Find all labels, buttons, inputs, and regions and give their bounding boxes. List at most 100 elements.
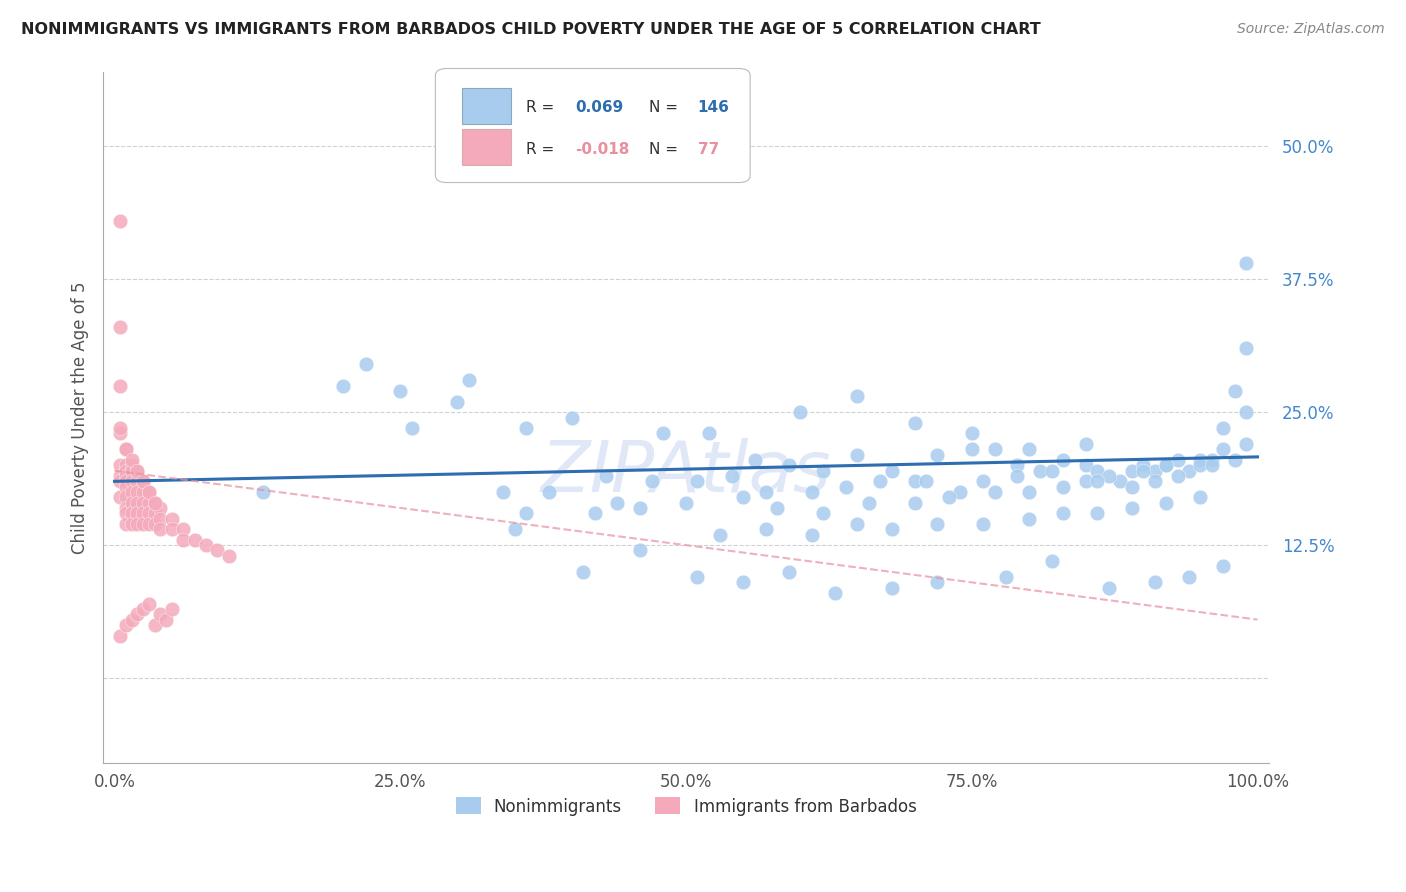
Point: [172, 522, 194, 536]
Point: [127, 464, 149, 478]
Point: [149, 500, 172, 515]
Point: [720, 469, 742, 483]
Point: [115, 442, 138, 457]
Point: [1132, 458, 1154, 473]
Legend: Nonimmigrants, Immigrants from Barbados: Nonimmigrants, Immigrants from Barbados: [447, 789, 925, 824]
Text: 146: 146: [697, 101, 730, 115]
Point: [880, 581, 903, 595]
Point: [160, 522, 183, 536]
Point: [121, 453, 143, 467]
Point: [904, 416, 927, 430]
Point: [1166, 453, 1188, 467]
Point: [927, 516, 949, 531]
Point: [515, 421, 537, 435]
Point: [143, 495, 166, 509]
Point: [207, 543, 229, 558]
Point: [138, 597, 160, 611]
Point: [115, 618, 138, 632]
Point: [858, 495, 880, 509]
Point: [972, 475, 994, 489]
Point: [115, 458, 138, 473]
Point: [132, 475, 155, 489]
Point: [132, 506, 155, 520]
FancyBboxPatch shape: [463, 129, 512, 165]
Text: 77: 77: [697, 142, 718, 157]
Point: [354, 357, 377, 371]
FancyBboxPatch shape: [463, 87, 512, 124]
Point: [755, 485, 778, 500]
Point: [1212, 559, 1234, 574]
Point: [332, 378, 354, 392]
Point: [1087, 464, 1109, 478]
Point: [733, 491, 755, 505]
Point: [1234, 256, 1257, 270]
Point: [1154, 458, 1177, 473]
Point: [121, 464, 143, 478]
Point: [1052, 453, 1074, 467]
Point: [132, 495, 155, 509]
Point: [1189, 491, 1212, 505]
Point: [537, 485, 560, 500]
Point: [641, 475, 664, 489]
Point: [733, 575, 755, 590]
Point: [515, 506, 537, 520]
Point: [824, 586, 846, 600]
Point: [1143, 575, 1166, 590]
Point: [869, 475, 891, 489]
Point: [811, 506, 834, 520]
Point: [1132, 464, 1154, 478]
Point: [904, 475, 927, 489]
Point: [960, 442, 983, 457]
Point: [138, 516, 160, 531]
Point: [583, 506, 606, 520]
Point: [149, 607, 172, 622]
Point: [927, 448, 949, 462]
Point: [115, 480, 138, 494]
Point: [115, 491, 138, 505]
Point: [1074, 458, 1097, 473]
Point: [880, 464, 903, 478]
Point: [846, 516, 869, 531]
Point: [183, 533, 205, 547]
Point: [115, 475, 138, 489]
Point: [846, 448, 869, 462]
Point: [778, 565, 800, 579]
Point: [675, 495, 697, 509]
Point: [983, 442, 1005, 457]
Point: [110, 458, 132, 473]
Point: [132, 485, 155, 500]
Point: [949, 485, 972, 500]
Point: [132, 475, 155, 489]
Point: [686, 475, 709, 489]
Point: [143, 506, 166, 520]
Point: [628, 543, 651, 558]
Point: [110, 320, 132, 334]
Point: [744, 453, 766, 467]
Point: [960, 426, 983, 441]
Point: [800, 527, 823, 541]
Text: R =: R =: [526, 101, 560, 115]
Point: [160, 602, 183, 616]
Point: [115, 516, 138, 531]
Point: [1040, 554, 1063, 568]
Point: [1234, 405, 1257, 419]
Text: 0.069: 0.069: [575, 101, 623, 115]
Point: [1201, 453, 1223, 467]
Point: [127, 516, 149, 531]
Point: [766, 500, 789, 515]
Point: [1087, 475, 1109, 489]
Point: [995, 570, 1018, 584]
Point: [115, 500, 138, 515]
Point: [1121, 500, 1143, 515]
Point: [149, 511, 172, 525]
Point: [628, 500, 651, 515]
Point: [138, 495, 160, 509]
Point: [132, 516, 155, 531]
Point: [149, 522, 172, 536]
Point: [121, 475, 143, 489]
Point: [110, 469, 132, 483]
Point: [983, 485, 1005, 500]
Point: [972, 516, 994, 531]
Point: [121, 458, 143, 473]
Point: [1166, 469, 1188, 483]
